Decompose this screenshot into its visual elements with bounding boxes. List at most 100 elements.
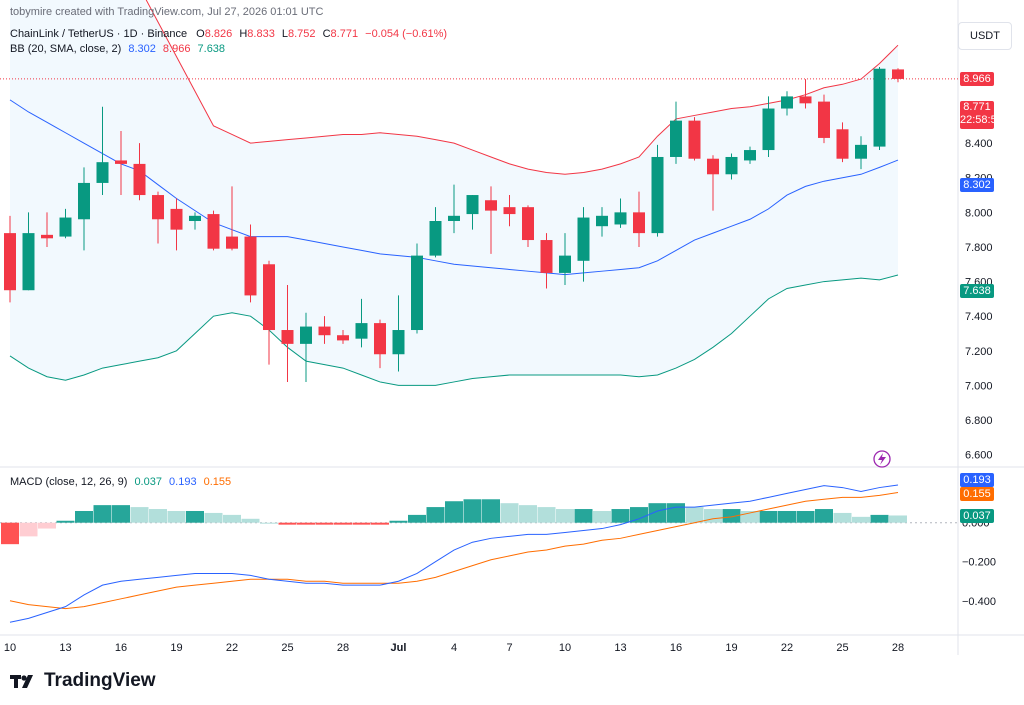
- macd-pane: [0, 484, 958, 623]
- macd-histogram-bar: [537, 507, 556, 523]
- macd-label: MACD (close, 12, 26, 9): [10, 476, 128, 488]
- x-tick-label: 10: [559, 642, 571, 654]
- x-tick-label: 19: [170, 642, 182, 654]
- currency-selector[interactable]: USDT: [958, 22, 1012, 50]
- brand-text: TradingView: [44, 670, 156, 691]
- macd-histogram-bar: [38, 522, 56, 529]
- candle-body: [873, 68, 886, 147]
- macd-histogram-bar: [426, 507, 445, 523]
- histogram-badge: 0.037: [960, 509, 994, 523]
- ohlc-open: 8.826: [204, 28, 233, 40]
- candle-body: [244, 236, 257, 296]
- macd-histogram-bar: [334, 522, 352, 525]
- macd-line-value: 0.193: [169, 476, 197, 488]
- ohlc-l-label: L: [281, 28, 288, 40]
- candle-body: [892, 69, 904, 79]
- macd-histogram-bar: [223, 514, 241, 523]
- ohlc-high: 8.833: [247, 28, 275, 40]
- macd-histogram-bar: [889, 515, 907, 523]
- x-tick-label: 16: [670, 642, 682, 654]
- candle-body: [540, 240, 553, 273]
- symbol-legend[interactable]: ChainLink / TetherUS · 1D · Binance O8.8…: [10, 28, 447, 40]
- candle-body: [522, 207, 534, 241]
- x-tick-label: 10: [4, 642, 16, 654]
- macd-histogram-bar: [204, 512, 223, 523]
- macd-histogram-bar: [186, 510, 204, 523]
- candle-body: [466, 195, 479, 215]
- tradingview-logo-icon: [10, 675, 33, 688]
- macd-hist-value: 0.037: [134, 476, 162, 488]
- macd-y-tick-label: −0.200: [962, 557, 996, 569]
- macd-histogram-bar: [482, 499, 500, 523]
- y-tick-label: 7.000: [965, 380, 993, 392]
- bb-upper-line: [145, 0, 899, 175]
- candle-body: [799, 96, 812, 104]
- macd-histogram-bar: [815, 509, 833, 523]
- ohlc-close: 8.771: [330, 28, 359, 40]
- y-tick-label: 6.800: [965, 415, 993, 427]
- ohlc-o-label: O: [196, 28, 205, 40]
- candle-body: [596, 215, 608, 227]
- macd-histogram-bar: [56, 520, 75, 523]
- candle-body: [448, 215, 460, 222]
- macd-histogram-bar: [796, 510, 815, 523]
- candle-body: [707, 158, 719, 175]
- y-tick-label: 6.600: [965, 450, 993, 462]
- candle-body: [651, 156, 664, 234]
- macd-histogram-bar: [630, 507, 648, 523]
- candle-body: [392, 330, 405, 355]
- candle-body: [226, 236, 238, 249]
- macd-histogram-bar: [556, 509, 574, 523]
- candle-body: [355, 323, 368, 339]
- macd-histogram-bar: [519, 505, 537, 523]
- bb-lower-value: 7.638: [197, 43, 226, 55]
- bb-lower-badge: 7.638: [960, 284, 994, 298]
- macd-histogram-bar: [685, 507, 704, 523]
- macd-histogram-bar: [722, 509, 741, 523]
- tradingview-logo[interactable]: TradingView: [10, 670, 156, 692]
- bb-legend[interactable]: BB (20, SMA, close, 2) 8.302 8.966 7.638: [10, 43, 225, 55]
- bb-basis-badge: 8.302: [960, 178, 994, 192]
- macd-legend[interactable]: MACD (close, 12, 26, 9) 0.037 0.193 0.15…: [10, 476, 231, 488]
- macd-line-badge: 0.193: [960, 473, 994, 487]
- candles: [0, 66, 958, 382]
- y-tick-label: 7.400: [965, 311, 993, 323]
- candle-body: [855, 144, 867, 159]
- candle-body: [281, 330, 294, 344]
- macd-histogram-bar: [704, 509, 722, 523]
- symbol-title: ChainLink / TetherUS · 1D · Binance: [10, 28, 188, 40]
- candle-body: [818, 101, 830, 138]
- macd-histogram-bar: [278, 522, 297, 525]
- x-tick-label: 28: [892, 642, 904, 654]
- x-tick-label: 13: [59, 642, 71, 654]
- candle-body: [429, 221, 442, 256]
- countdown-value: 22:58:51: [960, 114, 1003, 126]
- candle-body: [4, 233, 16, 291]
- candle-body: [133, 163, 146, 196]
- watermark-text: tobymire created with TradingView.com, J…: [10, 6, 324, 18]
- x-tick-label: 25: [281, 642, 293, 654]
- candle-body: [207, 214, 220, 249]
- macd-histogram-bar: [870, 514, 889, 523]
- bb-upper-badge: 8.966: [960, 72, 994, 86]
- macd-signal-value: 0.155: [203, 476, 232, 488]
- candle-body: [781, 96, 793, 109]
- x-tick-label: 22: [226, 642, 238, 654]
- macd-histogram-bar: [574, 509, 593, 523]
- macd-histogram-bar: [741, 510, 759, 523]
- candle-body: [22, 233, 35, 291]
- macd-histogram-bar: [593, 510, 611, 523]
- candle-body: [96, 162, 109, 183]
- macd-histogram-bar: [93, 505, 112, 523]
- signal-line-badge: 0.155: [960, 487, 994, 501]
- macd-histogram-bar: [500, 503, 519, 523]
- candle-body: [170, 208, 183, 230]
- bb-basis-value: 8.302: [128, 43, 156, 55]
- y-tick-label: 7.800: [965, 242, 993, 254]
- candle-body: [189, 215, 201, 222]
- macd-histogram-bar: [611, 509, 630, 523]
- x-tick-label: 28: [337, 642, 349, 654]
- macd-histogram-bar: [167, 510, 186, 523]
- grid: [0, 0, 1024, 655]
